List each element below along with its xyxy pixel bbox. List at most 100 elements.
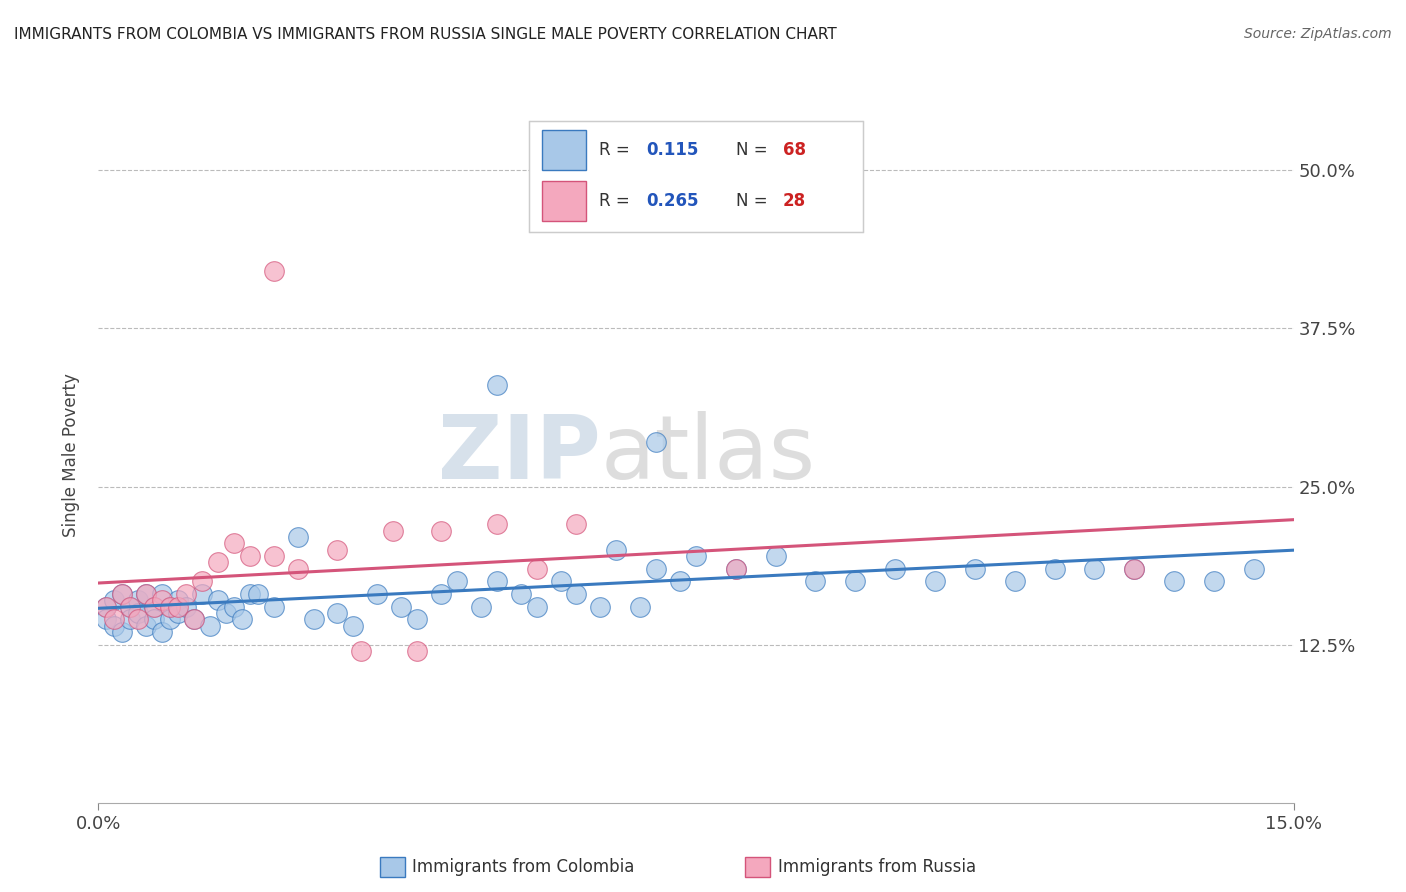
Point	[96, 612, 118, 626]
Point	[207, 556, 229, 570]
Point	[550, 574, 572, 589]
Point	[1243, 562, 1265, 576]
Point	[430, 587, 453, 601]
Point	[191, 587, 214, 601]
Point	[127, 606, 149, 620]
Point	[1043, 562, 1066, 576]
Point	[127, 593, 149, 607]
Point	[263, 599, 285, 614]
Point	[135, 618, 157, 632]
Point	[669, 574, 692, 589]
Point	[222, 536, 245, 550]
Point	[246, 587, 269, 601]
Point	[135, 587, 157, 601]
Point	[120, 599, 142, 614]
Point	[222, 599, 245, 614]
Point	[96, 599, 118, 614]
Point	[159, 612, 181, 626]
Point	[167, 606, 190, 620]
Point	[207, 593, 229, 607]
Point	[509, 587, 531, 601]
Point	[1123, 562, 1146, 576]
Point	[167, 599, 190, 614]
Point	[215, 606, 238, 620]
Point	[526, 562, 548, 576]
Point	[150, 587, 173, 601]
Point	[406, 612, 429, 626]
Point	[645, 562, 668, 576]
Point	[526, 599, 548, 614]
Point	[685, 549, 707, 563]
Point	[565, 517, 588, 532]
Point	[350, 644, 373, 658]
Point	[287, 562, 309, 576]
Point	[382, 524, 405, 538]
Point	[628, 599, 651, 614]
Point	[804, 574, 827, 589]
Point	[389, 599, 412, 614]
Point	[645, 435, 668, 450]
Point	[191, 574, 214, 589]
Point	[485, 517, 508, 532]
Text: IMMIGRANTS FROM COLOMBIA VS IMMIGRANTS FROM RUSSIA SINGLE MALE POVERTY CORRELATI: IMMIGRANTS FROM COLOMBIA VS IMMIGRANTS F…	[14, 27, 837, 42]
Point	[174, 599, 197, 614]
Point	[446, 574, 468, 589]
Point	[1163, 574, 1185, 589]
Point	[120, 612, 142, 626]
Point	[111, 625, 134, 640]
Point	[884, 562, 907, 576]
Point	[174, 587, 197, 601]
Point	[724, 562, 747, 576]
Point	[924, 574, 946, 589]
Point	[143, 599, 166, 614]
Point	[159, 599, 181, 614]
Point	[231, 612, 253, 626]
Point	[366, 587, 388, 601]
Point	[589, 599, 612, 614]
Point	[724, 562, 747, 576]
Point	[963, 562, 986, 576]
Text: atlas: atlas	[600, 411, 815, 499]
Point	[765, 549, 787, 563]
Y-axis label: Single Male Poverty: Single Male Poverty	[62, 373, 80, 537]
Text: Immigrants from Colombia: Immigrants from Colombia	[412, 858, 634, 876]
Point	[159, 599, 181, 614]
Point	[103, 612, 125, 626]
Point	[103, 593, 125, 607]
Point	[111, 587, 134, 601]
Point	[183, 612, 205, 626]
Point	[96, 599, 118, 614]
Point	[143, 599, 166, 614]
Point	[127, 612, 149, 626]
Text: ZIP: ZIP	[437, 411, 600, 499]
Point	[103, 618, 125, 632]
Point	[326, 606, 349, 620]
Point	[326, 542, 349, 557]
Point	[406, 644, 429, 658]
Point	[485, 378, 508, 392]
Point	[342, 618, 364, 632]
Point	[239, 549, 262, 563]
Point	[150, 593, 173, 607]
Point	[287, 530, 309, 544]
Point	[135, 587, 157, 601]
Point	[470, 599, 492, 614]
Point	[302, 612, 325, 626]
Point	[150, 625, 173, 640]
Point	[1083, 562, 1105, 576]
Point	[120, 599, 142, 614]
Point	[1202, 574, 1225, 589]
Point	[1004, 574, 1026, 589]
Point	[485, 574, 508, 589]
Point	[605, 542, 627, 557]
Text: Source: ZipAtlas.com: Source: ZipAtlas.com	[1244, 27, 1392, 41]
Point	[844, 574, 866, 589]
Point	[565, 587, 588, 601]
Point	[1123, 562, 1146, 576]
Point	[143, 612, 166, 626]
Point	[111, 587, 134, 601]
Point	[263, 264, 285, 278]
Point	[198, 618, 221, 632]
Point	[183, 612, 205, 626]
Text: Immigrants from Russia: Immigrants from Russia	[778, 858, 976, 876]
